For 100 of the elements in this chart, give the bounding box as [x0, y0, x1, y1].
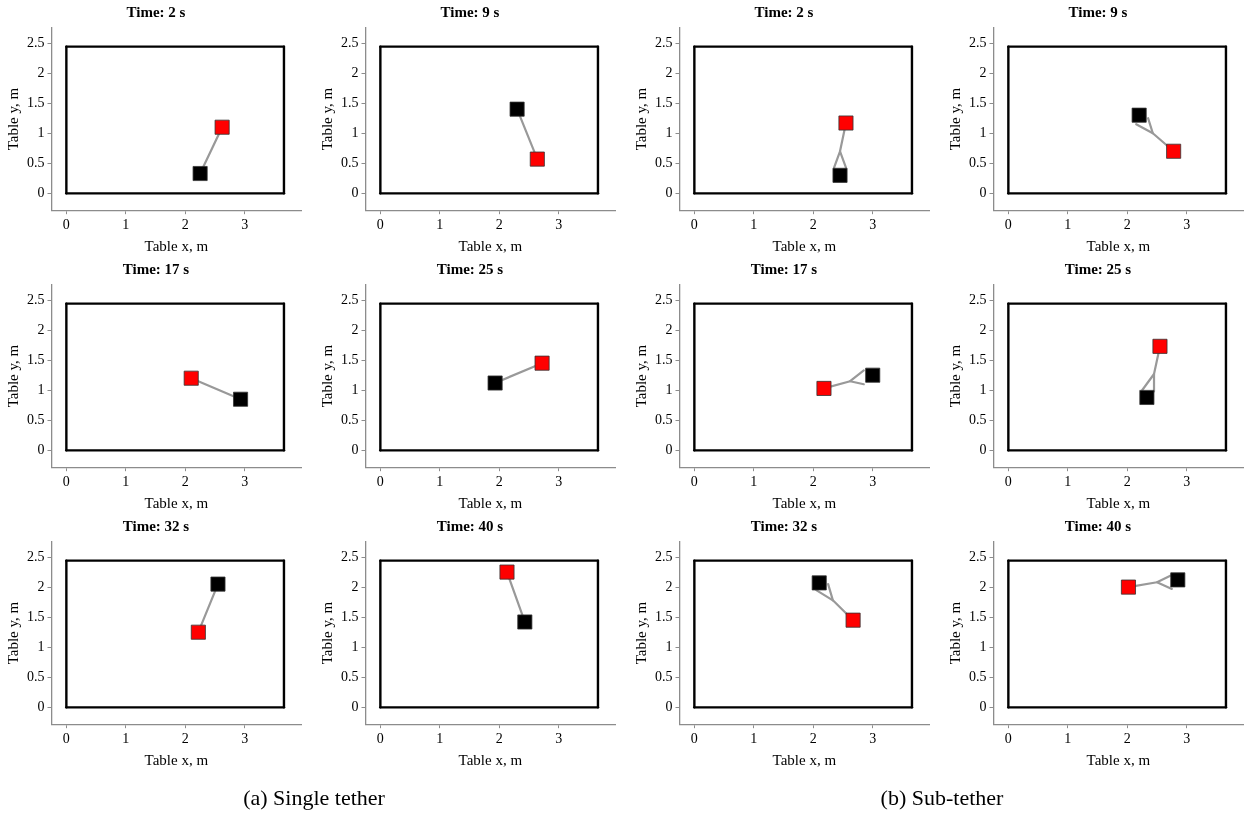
y-tick-label: 2	[665, 321, 673, 337]
y-tick-label: 0	[665, 442, 673, 458]
x-axis-title: Table x, m	[1086, 751, 1151, 768]
y-tick-label: 2	[665, 578, 673, 594]
y-tick-label: 0	[665, 699, 673, 715]
x-tick-label: 2	[495, 474, 503, 490]
y-tick-label: 0	[979, 699, 987, 715]
text: (b) Sub-tether	[879, 785, 1005, 811]
y-tick-label: 0	[351, 699, 359, 715]
y-tick-label: 1.5	[969, 608, 987, 624]
y-tick-label: 0	[665, 185, 673, 201]
y-tick-label: 1	[351, 381, 359, 397]
x-tick-label: 2	[809, 731, 817, 747]
x-axis-title: Table x, m	[458, 494, 523, 511]
y-tick-label: 1	[351, 124, 359, 140]
chart-title: Time: 9 s	[440, 3, 500, 20]
x-tick-label: 1	[1064, 217, 1072, 233]
chart-title: Time: 40 s	[436, 517, 504, 534]
x-axis-title: Table x, m	[772, 494, 837, 511]
x-tick-label: 0	[62, 217, 70, 233]
y-tick-label: 1.5	[655, 94, 673, 110]
y-tick-label: 2	[351, 321, 359, 337]
y-tick-label: 2	[979, 321, 987, 337]
x-tick-label: 2	[809, 474, 817, 490]
chart-title: Time: 40 s	[1064, 517, 1132, 534]
y-axis-title: Table y, m	[4, 87, 21, 151]
y-tick-label: 2.5	[655, 291, 673, 307]
y-tick-label: 1	[979, 124, 987, 140]
x-axis-title: Table x, m	[458, 237, 523, 254]
y-tick-label: 2	[979, 578, 987, 594]
y-tick-label: 1.5	[969, 94, 987, 110]
y-tick-label: 1.5	[341, 94, 359, 110]
y-tick-label: 1.5	[655, 608, 673, 624]
x-tick-label: 0	[376, 217, 384, 233]
x-tick-label: 2	[1123, 217, 1131, 233]
y-tick-label: 2	[351, 578, 359, 594]
chart-title: Time: 25 s	[436, 260, 504, 277]
x-tick-label: 3	[1183, 217, 1191, 233]
x-tick-label: 2	[181, 474, 189, 490]
chart-title: Time: 2 s	[126, 3, 186, 20]
y-tick-label: 0	[351, 442, 359, 458]
y-tick-label: 1.5	[341, 608, 359, 624]
x-tick-label: 3	[1183, 474, 1191, 490]
chart-title: Time: 17 s	[122, 260, 190, 277]
text: (a) Single tether	[242, 785, 386, 811]
y-tick-label: 2	[37, 64, 45, 80]
y-tick-label: 1.5	[969, 351, 987, 367]
y-tick-label: 1	[37, 381, 45, 397]
y-tick-label: 2.5	[969, 548, 987, 564]
x-tick-label: 0	[1004, 474, 1012, 490]
y-tick-label: 1.5	[341, 351, 359, 367]
y-tick-label: 0.5	[969, 668, 987, 684]
y-tick-label: 1	[979, 638, 987, 654]
x-tick-label: 1	[436, 731, 444, 747]
y-tick-label: 0.5	[655, 411, 673, 427]
x-tick-label: 3	[241, 217, 249, 233]
y-axis-title: Table y, m	[946, 344, 963, 408]
x-tick-label: 2	[181, 731, 189, 747]
y-axis-title: Table y, m	[946, 87, 963, 151]
y-tick-label: 2.5	[969, 291, 987, 307]
y-axis-title: Table y, m	[632, 87, 649, 151]
y-tick-label: 0.5	[27, 668, 45, 684]
y-tick-label: 0.5	[341, 154, 359, 170]
chart-title: Time: 9 s	[1068, 3, 1128, 20]
y-tick-label: 1.5	[27, 351, 45, 367]
y-tick-label: 0.5	[341, 668, 359, 684]
x-tick-label: 0	[690, 474, 698, 490]
x-tick-label: 3	[241, 731, 249, 747]
chart-title: Time: 32 s	[122, 517, 190, 534]
x-tick-label: 0	[1004, 217, 1012, 233]
y-axis-title: Table y, m	[318, 601, 335, 665]
y-tick-label: 2.5	[27, 548, 45, 564]
x-tick-label: 1	[122, 731, 130, 747]
y-tick-label: 2.5	[341, 34, 359, 50]
x-tick-label: 1	[750, 731, 758, 747]
chart-title: Time: 32 s	[750, 517, 818, 534]
y-tick-label: 2.5	[655, 34, 673, 50]
x-tick-label: 0	[376, 474, 384, 490]
x-tick-label: 2	[495, 731, 503, 747]
y-tick-label: 0.5	[969, 411, 987, 427]
x-axis-title: Table x, m	[1086, 494, 1151, 511]
x-tick-label: 1	[1064, 731, 1072, 747]
y-tick-label: 2.5	[655, 548, 673, 564]
y-tick-label: 2.5	[341, 291, 359, 307]
y-tick-label: 1	[665, 124, 673, 140]
x-tick-label: 2	[181, 217, 189, 233]
y-tick-label: 0.5	[27, 411, 45, 427]
y-tick-label: 2.5	[27, 291, 45, 307]
x-tick-label: 0	[376, 731, 384, 747]
x-axis-title: Table x, m	[144, 494, 209, 511]
y-tick-label: 2	[665, 64, 673, 80]
x-axis-title: Table x, m	[144, 751, 209, 768]
y-tick-label: 2	[37, 578, 45, 594]
x-tick-label: 1	[436, 474, 444, 490]
y-axis-title: Table y, m	[632, 601, 649, 665]
y-tick-label: 1	[37, 124, 45, 140]
x-tick-label: 3	[869, 217, 877, 233]
chart-title: Time: 17 s	[750, 260, 818, 277]
y-axis-title: Table y, m	[632, 344, 649, 408]
x-tick-label: 0	[62, 731, 70, 747]
